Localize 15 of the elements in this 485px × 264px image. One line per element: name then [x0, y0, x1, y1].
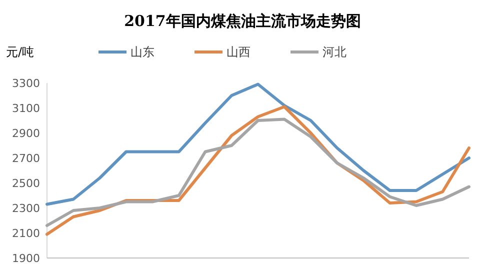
- y-tick-label: 3300: [12, 76, 40, 90]
- y-axis-title: 元/吨: [6, 45, 34, 59]
- y-tick-label: 2700: [12, 152, 40, 165]
- legend-label: 河北: [322, 45, 346, 60]
- legend-label: 山东: [130, 45, 154, 60]
- chart-title: 2017年国内煤焦油主流市场走势图: [124, 12, 361, 30]
- y-tick-label: 3100: [12, 102, 40, 115]
- line-series: [46, 82, 470, 206]
- y-tick-label: 2500: [12, 176, 40, 190]
- y-tick-label: 2100: [12, 226, 40, 240]
- legend-label: 山西: [226, 45, 250, 60]
- y-tick-label: 2300: [12, 202, 40, 215]
- y-tick-label: 2900: [12, 126, 40, 140]
- y-tick-label: 1900: [12, 252, 40, 264]
- line-series: [46, 118, 470, 227]
